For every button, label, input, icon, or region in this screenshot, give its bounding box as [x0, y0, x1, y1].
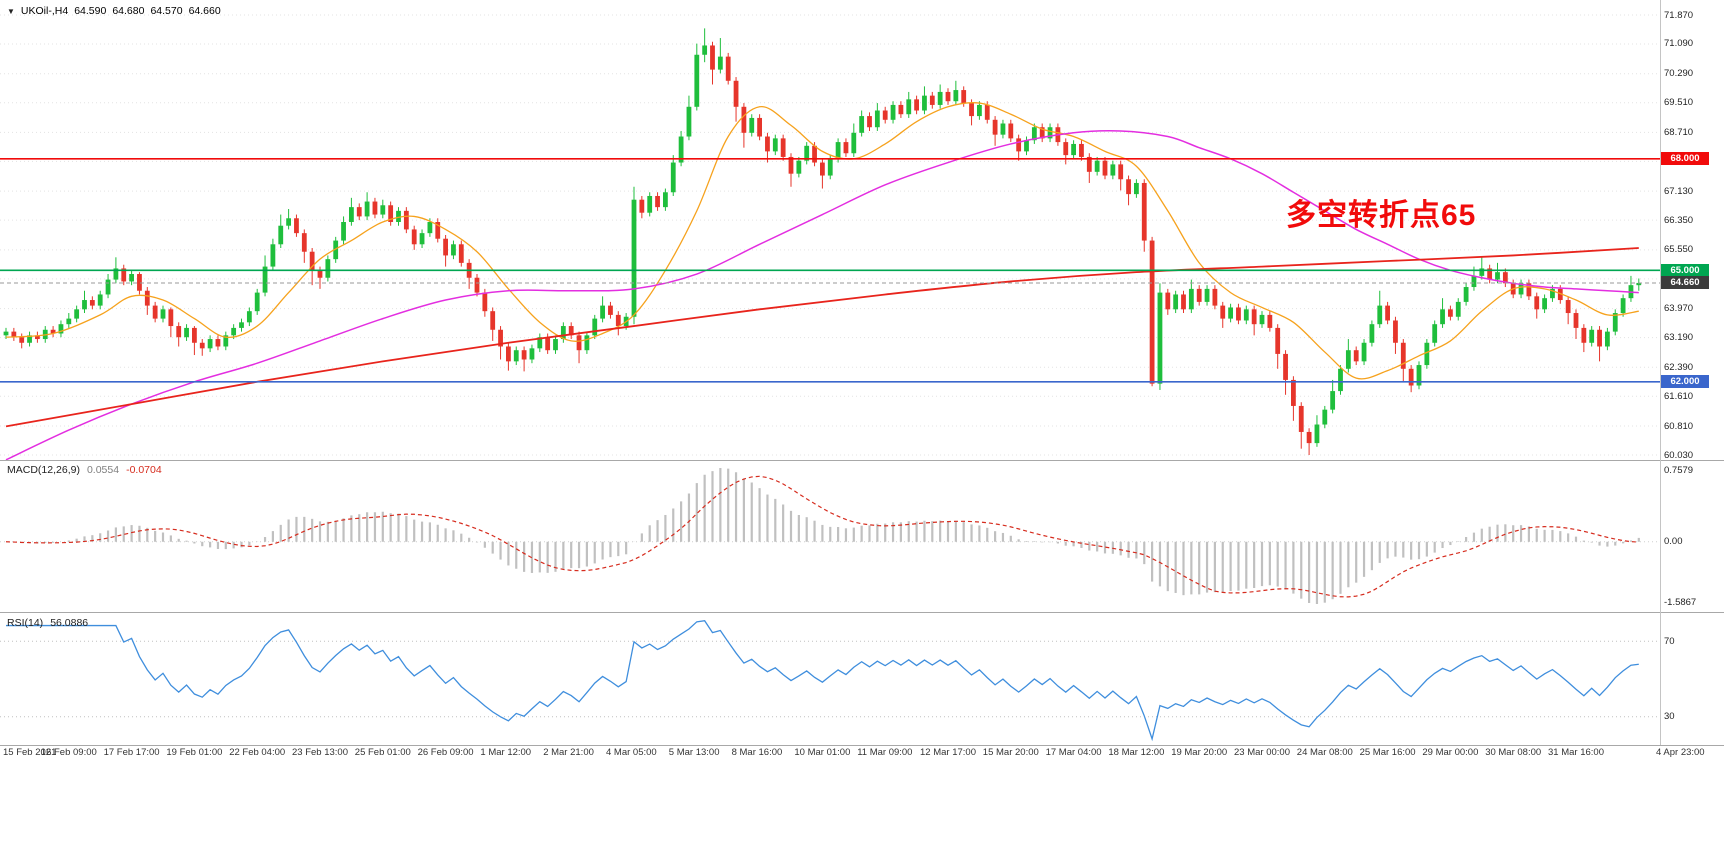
bar-high-value: 64.680: [112, 5, 145, 17]
rsi-name: RSI(14): [7, 617, 44, 629]
macd-histogram: [12, 468, 1640, 604]
time-label: 16 Feb 09:00: [40, 747, 97, 758]
time-label: 26 Feb 09:00: [417, 747, 474, 758]
time-label: 31 Mar 16:00: [1548, 747, 1604, 758]
price-tick-label: 60.810: [1664, 420, 1694, 432]
time-label: 2 Mar 21:00: [543, 747, 594, 758]
panel-separator: [0, 745, 1724, 746]
time-label: 10 Mar 01:00: [794, 747, 851, 758]
panel-separator[interactable]: [0, 612, 1724, 613]
rsi-tick-label: 30: [1664, 711, 1675, 723]
time-label: 22 Feb 04:00: [229, 747, 286, 758]
macd-tick-label: 0.00: [1664, 536, 1683, 548]
time-label: 4 Apr 23:00: [1656, 747, 1705, 758]
price-tick-label: 66.350: [1664, 214, 1694, 226]
rsi-panel-canvas[interactable]: [0, 613, 1660, 745]
dropdown-triangle-icon[interactable]: ▼: [7, 6, 15, 16]
price-level-badge: 68.000: [1661, 152, 1709, 166]
macd-panel-canvas[interactable]: [0, 460, 1660, 612]
symbol-info: ▼ UKOil-,H4 64.590 64.680 64.570 64.660: [7, 5, 221, 17]
price-tick-label: 63.970: [1664, 303, 1694, 315]
time-label: 15 Feb 2021: [3, 747, 57, 758]
candlestick-series: [3, 28, 1642, 455]
time-label: 30 Mar 08:00: [1485, 747, 1542, 758]
bar-close-value: 64.660: [188, 5, 221, 17]
time-label: 19 Feb 01:00: [166, 747, 223, 758]
time-label: 29 Mar 00:00: [1422, 747, 1479, 758]
price-tick-label: 63.190: [1664, 332, 1694, 344]
price-tick-label: 61.610: [1664, 390, 1694, 402]
current-price-badge: 64.660: [1661, 276, 1709, 290]
axis-separator: [1660, 0, 1661, 745]
time-label: 17 Mar 04:00: [1045, 747, 1102, 758]
rsi-value: 56.0886: [50, 617, 89, 629]
price-level-badge: 65.000: [1661, 263, 1709, 277]
symbol-name: UKOil-,H4: [20, 5, 69, 17]
price-chart-canvas[interactable]: [0, 0, 1660, 460]
time-label: 18 Mar 12:00: [1108, 747, 1165, 758]
price-tick-label: 71.870: [1664, 9, 1694, 21]
time-label: 23 Feb 13:00: [292, 747, 348, 758]
time-label: 12 Mar 17:00: [920, 747, 976, 758]
price-tick-label: 60.030: [1664, 449, 1694, 461]
price-level-badge: 62.000: [1661, 375, 1709, 389]
price-tick-label: 70.290: [1664, 68, 1694, 80]
price-tick-label: 71.090: [1664, 38, 1694, 50]
time-label: 4 Mar 05:00: [606, 747, 657, 758]
ma-fast-line: [5, 102, 1639, 380]
time-label: 15 Mar 20:00: [982, 747, 1039, 758]
price-tick-label: 68.710: [1664, 126, 1694, 138]
price-tick-label: 67.130: [1664, 185, 1694, 197]
time-label: 1 Mar 12:00: [480, 747, 532, 758]
time-label: 5 Mar 13:00: [668, 747, 720, 758]
price-tick-label: 69.510: [1664, 97, 1694, 109]
bar-open-value: 64.590: [74, 5, 107, 17]
macd-tick-label: 0.7579: [1664, 464, 1694, 476]
time-label: 25 Feb 01:00: [354, 747, 411, 758]
annotation-text: 多空转折点65: [1286, 199, 1477, 232]
time-label: 25 Mar 16:00: [1359, 747, 1416, 758]
macd-indicator-label: MACD(12,26,9) 0.0554 -0.0704: [7, 464, 162, 476]
price-axis[interactable]: 71.87071.09070.29069.51068.71067.93067.1…: [1661, 0, 1724, 745]
macd-main-value: 0.0554: [86, 464, 120, 476]
panel-separator[interactable]: [0, 460, 1724, 461]
macd-name: MACD(12,26,9): [7, 464, 80, 476]
price-tick-label: 62.390: [1664, 361, 1694, 373]
rsi-indicator-label: RSI(14) 56.0886: [7, 617, 88, 629]
rsi-tick-label: 70: [1664, 635, 1675, 647]
time-axis[interactable]: 15 Feb 2021 16 Feb 09:00 17 Feb 17:00 19 Fe…: [0, 747, 1724, 763]
bar-low-value: 64.570: [150, 5, 183, 17]
time-label: 24 Mar 08:00: [1296, 747, 1353, 758]
rsi-line: [6, 620, 1639, 742]
macd-signal-value: -0.0704: [126, 464, 162, 476]
time-label: 19 Mar 20:00: [1171, 747, 1228, 758]
time-label: 17 Feb 17:00: [103, 747, 160, 758]
time-label: 23 Mar 00:00: [1234, 747, 1290, 758]
ma-slow-line: [5, 247, 1639, 428]
macd-tick-label: -1.5867: [1664, 596, 1697, 608]
time-label: 8 Mar 16:00: [731, 747, 783, 758]
price-tick-label: 65.550: [1664, 244, 1694, 256]
macd-signal-line: [5, 475, 1639, 598]
time-label: 11 Mar 09:00: [857, 747, 913, 758]
price-gridlines: [0, 14, 1660, 456]
